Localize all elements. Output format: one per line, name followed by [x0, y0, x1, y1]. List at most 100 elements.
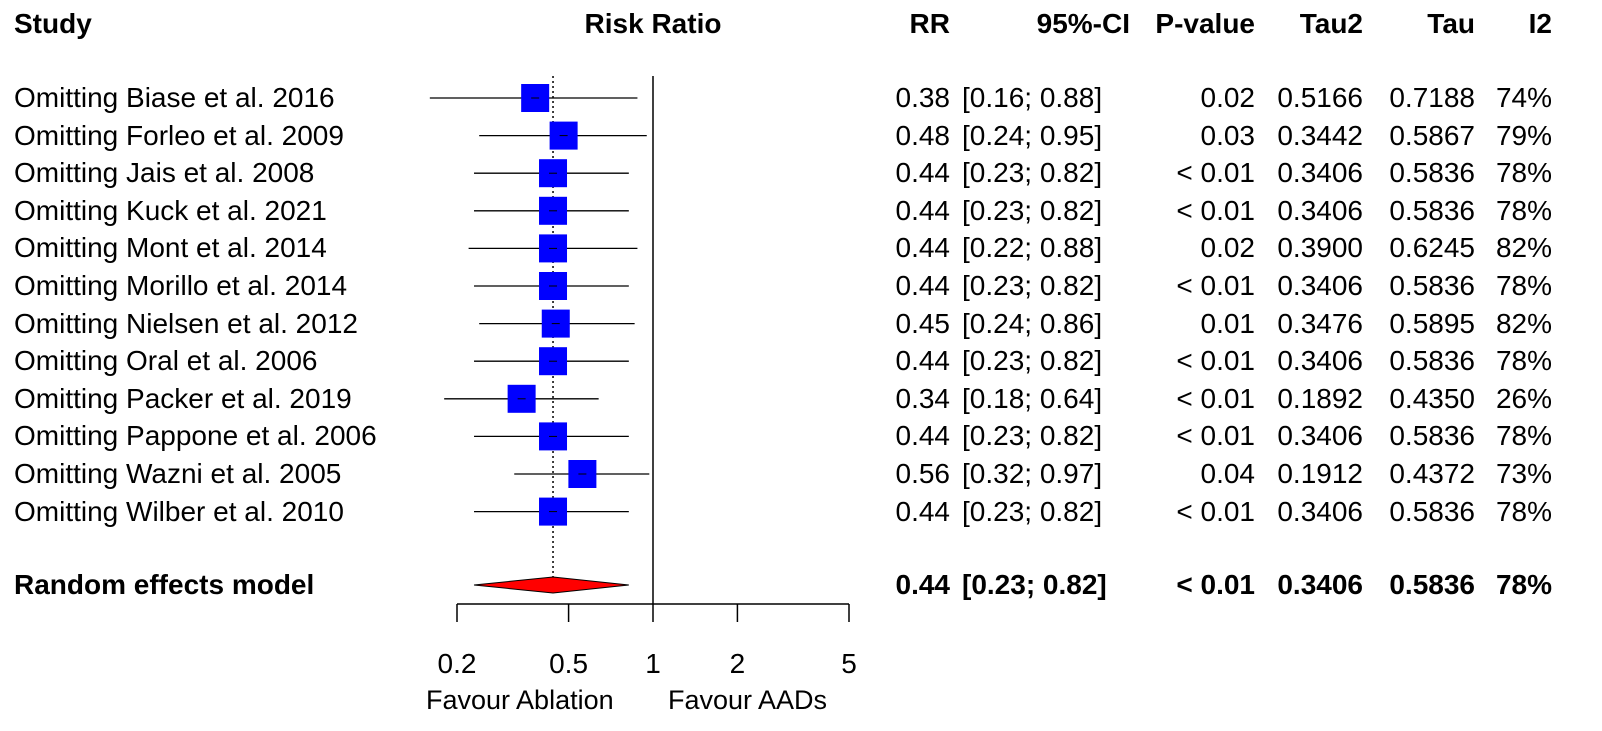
study-row-4-p-value: < 0.01 [1176, 194, 1255, 226]
study-row-1-label: Omitting Biase et al. 2016 [14, 82, 335, 113]
study-row-12-i2: 78% [1495, 495, 1552, 527]
header-i2: I2 [1528, 8, 1552, 39]
x-tick-label-5: 5 [841, 648, 857, 679]
study-row-3-ci: [0.23; 0.82] [962, 157, 1103, 189]
pooled-row-tau: 0.5836 [1389, 569, 1475, 600]
study-row-10-ci: [0.23; 0.82] [962, 420, 1103, 452]
study-row-2-ci: [0.24; 0.95] [962, 119, 1103, 151]
study-row-11-ci: [0.32; 0.97] [962, 458, 1103, 489]
study-row-4-rr: 0.44 [895, 194, 951, 226]
study-row-11-i2: 73% [1495, 458, 1552, 489]
x-tick-label-0.2: 0.2 [437, 648, 477, 679]
study-row-3-p-value: < 0.01 [1176, 157, 1255, 189]
study-row-7-i2: 82% [1495, 307, 1552, 339]
study-row-5-label: Omitting Mont et al. 2014 [14, 232, 327, 264]
study-row-11-rr: 0.56 [895, 458, 951, 489]
pooled-row-p-value: < 0.01 [1176, 569, 1255, 600]
study-row-2-tau2: 0.3442 [1277, 119, 1363, 151]
pooled-row-tau2: 0.3406 [1277, 569, 1363, 600]
study-row-2-p-value: 0.03 [1200, 119, 1256, 151]
study-row-3-tau: 0.5836 [1389, 157, 1475, 189]
study-row-5-rr: 0.44 [895, 232, 951, 264]
header-ci: 95%-CI [1036, 8, 1130, 39]
x-tick-label-0.5: 0.5 [549, 648, 589, 679]
header-risk-ratio: Risk Ratio [584, 8, 722, 39]
pooled-row-ci: [0.23; 0.82] [962, 569, 1107, 600]
study-row-7-label: Omitting Nielsen et al. 2012 [14, 307, 358, 339]
study-row-6-i2: 78% [1495, 270, 1552, 301]
study-row-5-tau: 0.6245 [1389, 232, 1475, 264]
study-row-12-p-value: < 0.01 [1176, 495, 1255, 527]
study-row-7-ci: [0.24; 0.86] [962, 307, 1103, 339]
x-label-favour-ablation: Favour Ablation [426, 685, 614, 715]
study-row-5-p-value: 0.02 [1200, 232, 1256, 264]
study-row-6-rr: 0.44 [895, 270, 951, 301]
study-row-5-tau2: 0.3900 [1277, 232, 1363, 264]
study-row-1-i2: 74% [1495, 82, 1552, 113]
study-row-11-label: Omitting Wazni et al. 2005 [14, 458, 342, 489]
study-row-6-p-value: < 0.01 [1176, 270, 1255, 301]
study-row-12-rr: 0.44 [895, 495, 951, 527]
study-row-10-rr: 0.44 [895, 420, 951, 452]
study-row-6-ci: [0.23; 0.82] [962, 270, 1103, 301]
x-tick-label-1: 1 [645, 648, 661, 679]
study-row-8-label: Omitting Oral et al. 2006 [14, 345, 318, 377]
study-row-2-rr: 0.48 [895, 119, 951, 151]
header-tau: Tau [1427, 8, 1475, 39]
x-tick-label-2: 2 [729, 648, 746, 679]
study-row-11-p-value: 0.04 [1200, 458, 1256, 489]
study-row-9-p-value: < 0.01 [1176, 382, 1255, 414]
study-row-2-label: Omitting Forleo et al. 2009 [14, 119, 344, 151]
header-tau2: Tau2 [1299, 8, 1363, 39]
study-row-7-tau2: 0.3476 [1277, 307, 1363, 339]
pooled-row-rr: 0.44 [895, 569, 951, 600]
study-row-12-label: Omitting Wilber et al. 2010 [14, 495, 344, 527]
study-row-8-p-value: < 0.01 [1176, 345, 1255, 377]
study-row-12-tau2: 0.3406 [1277, 495, 1363, 527]
study-row-1-p-value: 0.02 [1200, 82, 1256, 113]
study-row-12-ci: [0.23; 0.82] [962, 495, 1103, 527]
study-row-9-label: Omitting Packer et al. 2019 [14, 382, 352, 414]
study-row-10-label: Omitting Pappone et al. 2006 [14, 420, 377, 452]
study-row-11-tau2: 0.1912 [1277, 458, 1363, 489]
study-row-3-tau2: 0.3406 [1277, 157, 1363, 189]
study-row-1-tau2: 0.5166 [1277, 82, 1363, 113]
study-row-7-p-value: 0.01 [1200, 307, 1256, 339]
study-row-8-tau: 0.5836 [1389, 345, 1475, 377]
x-label-favour-aads: Favour AADs [668, 685, 828, 715]
study-row-3-i2: 78% [1495, 157, 1552, 189]
study-row-12-tau: 0.5836 [1389, 495, 1475, 527]
study-row-3-rr: 0.44 [895, 157, 951, 189]
study-row-4-ci: [0.23; 0.82] [962, 194, 1103, 226]
study-row-4-tau: 0.5836 [1389, 194, 1475, 226]
study-row-3-label: Omitting Jais et al. 2008 [14, 157, 315, 189]
study-row-7-rr: 0.45 [895, 307, 951, 339]
study-row-10-tau2: 0.3406 [1277, 420, 1363, 452]
study-row-8-i2: 78% [1495, 345, 1552, 377]
study-row-8-rr: 0.44 [895, 345, 951, 377]
study-row-10-i2: 78% [1495, 420, 1552, 452]
pooled-row-label: Random effects model [14, 569, 315, 600]
study-row-9-rr: 0.34 [895, 382, 951, 414]
header-study: Study [14, 8, 92, 39]
study-row-7-tau: 0.5895 [1389, 307, 1475, 339]
study-row-9-tau: 0.4350 [1389, 382, 1475, 414]
study-row-6-label: Omitting Morillo et al. 2014 [14, 270, 348, 301]
study-row-11-tau: 0.4372 [1389, 458, 1475, 489]
study-row-2-i2: 79% [1495, 119, 1552, 151]
pooled-row-i2: 78% [1495, 569, 1552, 600]
study-row-9-ci: [0.18; 0.64] [962, 382, 1103, 414]
study-row-8-ci: [0.23; 0.82] [962, 345, 1103, 377]
study-row-5-ci: [0.22; 0.88] [962, 232, 1103, 264]
study-row-10-tau: 0.5836 [1389, 420, 1475, 452]
study-row-4-i2: 78% [1495, 194, 1552, 226]
study-row-1-tau: 0.7188 [1389, 82, 1475, 113]
study-row-5-i2: 82% [1495, 232, 1552, 264]
study-row-9-i2: 26% [1495, 382, 1552, 414]
study-row-1-ci: [0.16; 0.88] [962, 82, 1103, 113]
pooled-diamond [473, 576, 629, 594]
header-p-value: P-value [1155, 8, 1255, 39]
study-row-10-p-value: < 0.01 [1176, 420, 1255, 452]
study-row-6-tau2: 0.3406 [1277, 270, 1363, 301]
